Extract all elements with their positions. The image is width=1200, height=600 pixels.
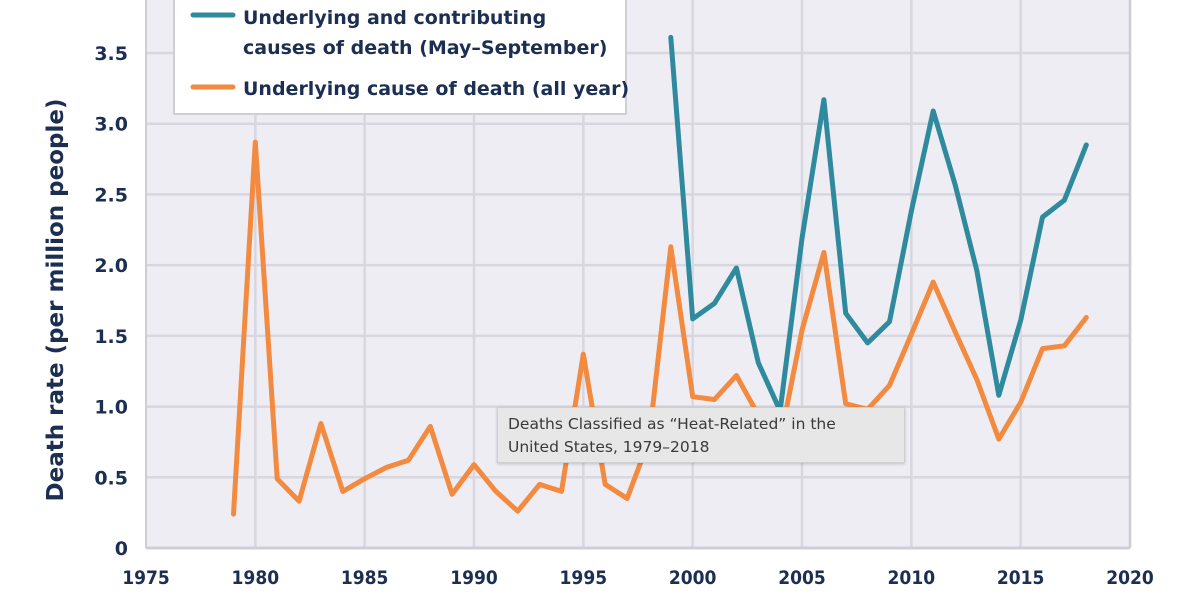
x-tick-label: 2015 [997,567,1045,589]
y-tick-label: 0.5 [94,467,128,489]
legend-label-series-1-line-2: causes of death (May–September) [243,37,607,59]
series-line-contributing-may-sep [668,34,1089,414]
x-tick-label: 2010 [888,567,936,589]
y-tick-label: 2.5 [94,184,128,206]
legend-box [173,0,627,115]
x-tick-label: 1990 [450,567,498,589]
series-line-underlying-all-year [231,139,1089,517]
tooltip-line-2: United States, 1979–2018 [508,438,710,456]
x-tick-label: 1975 [122,567,170,589]
y-axis-label: Death rate (per million people) [43,99,69,502]
y-tick-label: 3.5 [94,43,128,65]
y-tick-label: 0 [115,538,128,560]
y-tick-label: 2.0 [94,255,128,277]
y-axis-ticks: 0 0.5 1.0 1.5 2.0 2.5 3.0 3.5 [94,43,128,560]
x-tick-label: 2020 [1106,567,1154,589]
chart-title-tooltip: Deaths Classified as “Heat-Related” in t… [497,407,905,463]
y-tick-label: 1.5 [94,326,128,348]
x-tick-label: 2000 [669,567,717,589]
x-tick-label: 1995 [560,567,608,589]
legend-label-series-1-line-1: Underlying and contributing [243,7,546,29]
legend-label-series-2: Underlying cause of death (all year) [243,78,629,100]
y-tick-label: 1.0 [94,397,128,419]
legend: Underlying and contributing causes of de… [173,0,629,115]
series-lines [231,34,1089,517]
x-tick-label: 2005 [778,567,826,589]
tooltip-line-1: Deaths Classified as “Heat-Related” in t… [508,415,836,433]
y-tick-label: 3.0 [94,114,128,136]
x-axis-ticks: 1975 1980 1985 1990 1995 2000 2005 2010 2015 2020 [122,567,1154,589]
x-tick-label: 1985 [341,567,389,589]
x-tick-label: 1980 [232,567,280,589]
